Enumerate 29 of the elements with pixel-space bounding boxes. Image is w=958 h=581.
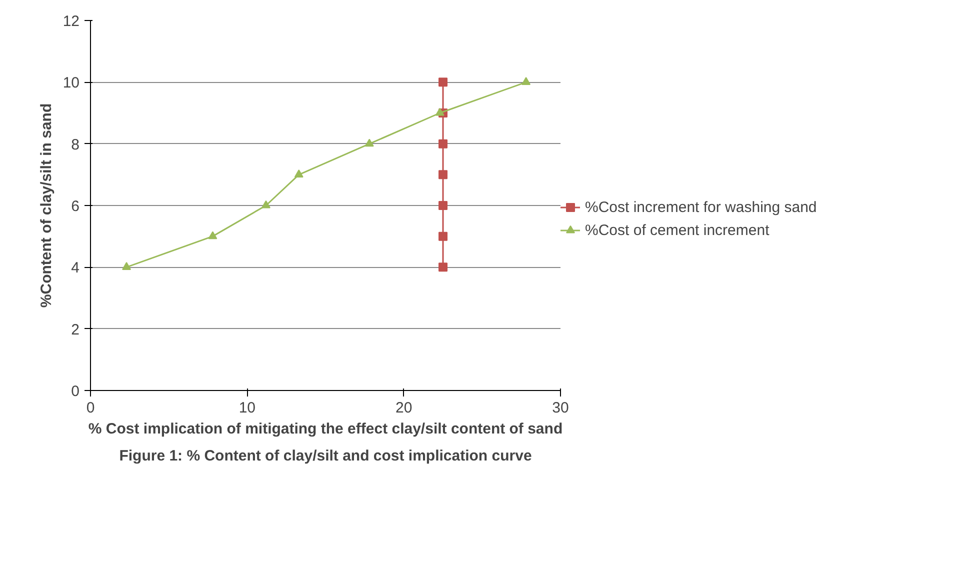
legend-label: %Cost increment for washing sand	[585, 198, 817, 216]
x-tick-label: 20	[395, 400, 412, 416]
x-tick-label: 10	[238, 400, 256, 416]
y-tick-label: 10	[62, 74, 80, 92]
y-tick-label: 6	[71, 198, 80, 215]
y-tick-label: 0	[71, 383, 80, 400]
point	[438, 201, 448, 210]
x-tick-label: 30	[552, 400, 569, 416]
point	[438, 139, 448, 148]
x-axis-title: % Cost implication of mitigating the effect clay/silt content of sand	[88, 420, 563, 438]
point	[364, 138, 374, 147]
point	[438, 262, 448, 272]
point	[438, 232, 448, 241]
point	[435, 108, 444, 116]
point	[208, 231, 218, 240]
y-tick-label: 12	[62, 13, 80, 30]
caption: Figure 1: % Content of clay/silt and cost implication curve	[119, 448, 532, 464]
point	[122, 262, 132, 270]
y-tick-label: 4	[71, 260, 80, 277]
point	[438, 78, 448, 87]
point	[522, 77, 531, 85]
point	[438, 170, 448, 180]
point	[261, 200, 270, 208]
y-tick-label: 8	[71, 136, 80, 154]
x-tick-label: 0	[86, 400, 95, 416]
legend-label: %Cost of cement increment	[585, 222, 770, 238]
y-axis-title: %Content of clay/silt in sand	[38, 103, 55, 308]
point	[294, 170, 304, 178]
y-tick-label: 2	[71, 321, 80, 338]
